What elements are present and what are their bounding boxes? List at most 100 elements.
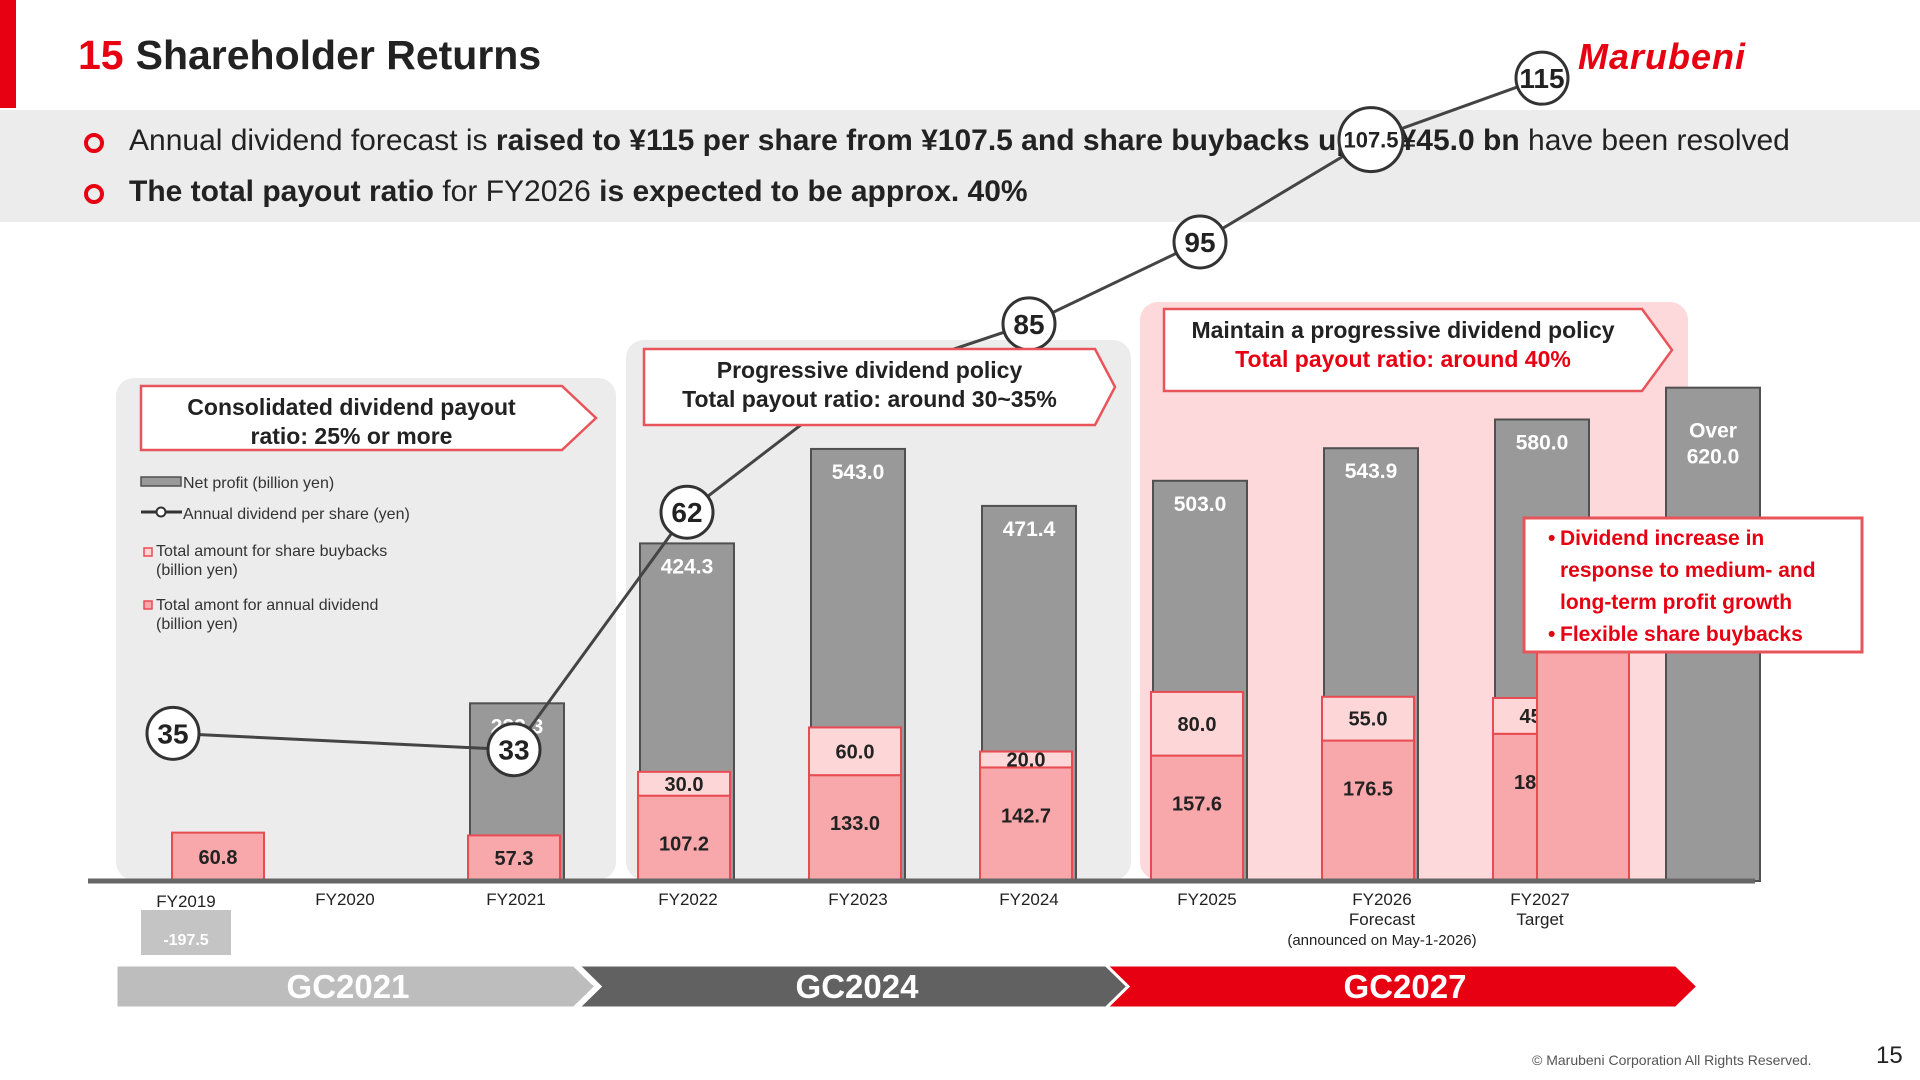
legend-label: Net profit (billion yen) — [183, 475, 334, 492]
net-profit-bar — [1152, 479, 1248, 882]
dps-marker — [1514, 50, 1570, 106]
policy-text: Total payout ratio: around 40% — [1235, 346, 1571, 372]
company-logo: Marubeni — [1578, 36, 1747, 77]
bullet-run: raised to ¥115 per share from ¥107.5 and… — [495, 124, 1520, 157]
net-profit-bar — [1323, 447, 1419, 882]
dividend-value-label: 157.6 — [1172, 794, 1222, 816]
net-profit-value-label: -197.5 — [163, 932, 208, 949]
fy2027-returns-bar — [1536, 638, 1630, 883]
period-arrow — [574, 963, 1133, 1010]
period-arrow — [114, 963, 599, 1010]
bullet-text: The total payout ratio for FY2026 is exp… — [129, 175, 1028, 209]
policy-text: Maintain a progressive dividend policy — [1191, 317, 1614, 343]
net-profit-value-label: 223.3 — [491, 715, 544, 738]
callout-bullet-icon: • — [1548, 527, 1555, 550]
dps-marker — [1001, 296, 1057, 352]
legend-net-profit-swatch — [140, 476, 182, 487]
dps-value-label: 115 — [1519, 63, 1564, 94]
net-profit-bar — [469, 702, 565, 882]
dividend-value-label: 60.8 — [199, 847, 238, 869]
dividend-value-label: 142.7 — [1001, 805, 1051, 827]
category-label: FY2021 — [486, 890, 546, 909]
period-label: GC2024 — [796, 968, 920, 1005]
callout-text: long-term profit growth — [1560, 591, 1792, 614]
dps-marker — [830, 353, 886, 409]
dps-value-label: 85 — [1013, 309, 1044, 340]
buyback-segment — [808, 726, 902, 777]
bullet-text: Annual dividend forecast is raised to ¥1… — [129, 124, 1790, 158]
dividend-segment — [1492, 732, 1586, 882]
category-label: Forecast — [1349, 910, 1415, 929]
policy-text: Progressive dividend policy — [717, 357, 1023, 383]
header-accent-bar — [0, 0, 16, 108]
legend-label: Total amont for annual dividend — [156, 597, 378, 614]
legend-buyback-swatch — [143, 547, 153, 557]
net-profit-value-label: 543.9 — [1345, 460, 1398, 483]
net-profit-bar — [1494, 418, 1590, 882]
buyback-segment — [637, 770, 731, 797]
dps-marker — [659, 484, 715, 540]
net-profit-value-label: Over 620.0 — [1687, 420, 1740, 469]
net-profit-value-label: 503.0 — [1174, 493, 1227, 516]
net-profit-bar-negative — [141, 910, 231, 955]
category-label: (announced on May-1-2026) — [1287, 932, 1476, 949]
net-profit-value-label: 580.0 — [1516, 431, 1569, 454]
callout-box — [1522, 516, 1864, 654]
gc2021-panel — [116, 378, 616, 880]
dps-value-label: 62 — [671, 497, 702, 528]
dps-value-label: 78 — [842, 366, 873, 397]
dividend-segment — [808, 774, 902, 882]
dps-marker — [486, 722, 542, 778]
bullet-run: Annual dividend forecast is — [129, 124, 496, 157]
dps-value-label: 35 — [157, 718, 188, 749]
legend-label: Annual dividend per share (yen) — [183, 506, 410, 523]
dividend-segment — [1150, 754, 1244, 882]
callout-text: Dividend increase in — [1560, 527, 1764, 550]
category-label: FY2024 — [999, 890, 1059, 909]
dividend-segment — [637, 794, 731, 883]
dps-value-label: 95 — [1184, 227, 1215, 258]
buyback-value-label: 20.0 — [1007, 749, 1046, 771]
dividend-value-label: 57.3 — [495, 848, 534, 870]
dps-value-label: 33 — [498, 735, 529, 766]
legend-label: (billion yen) — [156, 616, 238, 633]
copyright: © Marubeni Corporation All Rights Reserv… — [1532, 1052, 1812, 1068]
net-profit-bar — [639, 542, 735, 882]
category-label: FY2026 — [1352, 890, 1412, 909]
dividend-segment — [171, 831, 265, 883]
policy-text: Total payout ratio: around 30~35% — [682, 386, 1057, 412]
policy-box — [642, 347, 1117, 427]
legend-label: (billion yen) — [156, 562, 238, 579]
policy-box — [139, 384, 598, 452]
buyback-segment — [1150, 690, 1244, 757]
page-title: 15 Shareholder Returns — [78, 32, 541, 79]
buyback-value-label: 30.0 — [665, 774, 704, 796]
title-text: Shareholder Returns — [135, 32, 542, 78]
legend-dps-marker — [155, 506, 167, 518]
period-arrow — [1102, 963, 1701, 1010]
dividend-value-label: 176.5 — [1343, 779, 1393, 801]
dividend-segment — [979, 766, 1073, 882]
dividend-value-label: 107.2 — [659, 834, 709, 856]
category-label: FY2019 — [156, 892, 216, 911]
dividend-value-label: 185.0 — [1514, 772, 1564, 794]
page-number: 15 — [1876, 1042, 1903, 1069]
policy-box — [1162, 307, 1674, 393]
dividend-segment — [1321, 739, 1415, 883]
legend-label: Total amount for share buybacks — [156, 543, 387, 560]
dps-marker — [145, 705, 201, 761]
bullet-run: is expected to be approx. 40% — [599, 175, 1028, 208]
policy-text: ratio: 25% or more — [251, 423, 453, 449]
callout-text: Flexible share buybacks — [1560, 623, 1803, 646]
period-label: GC2027 — [1344, 968, 1467, 1005]
category-label: FY2020 — [315, 890, 375, 909]
net-profit-bar — [1665, 386, 1761, 882]
dividend-value-label: 133.0 — [830, 813, 880, 835]
dividend-segment — [467, 834, 561, 882]
callout-bullet-icon: • — [1548, 623, 1555, 646]
bullet-run: for FY2026 — [434, 175, 600, 208]
section-number: 15 — [78, 32, 124, 78]
buyback-value-label: 45.0 — [1520, 706, 1559, 728]
buyback-segment — [979, 750, 1073, 769]
net-profit-value-label: 471.4 — [1003, 518, 1056, 541]
